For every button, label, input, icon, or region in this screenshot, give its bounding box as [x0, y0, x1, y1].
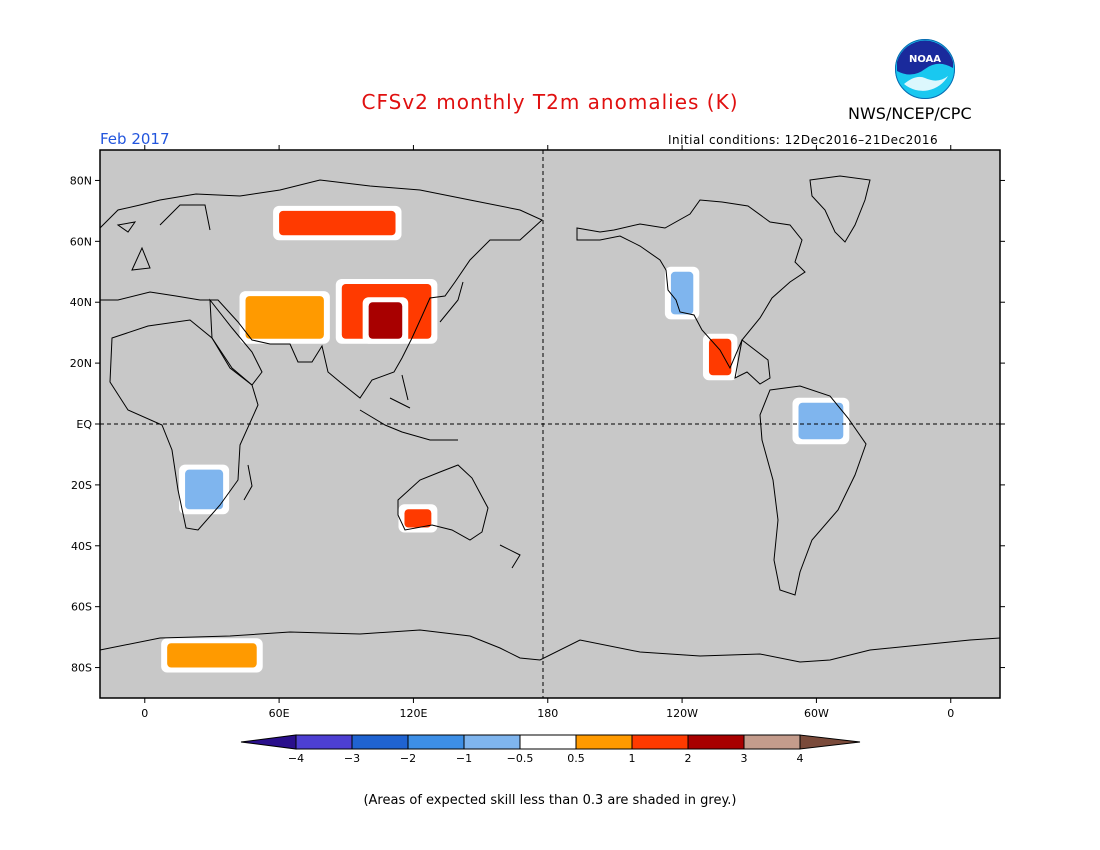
anomaly-patch [167, 643, 257, 668]
anomaly-patches [161, 205, 850, 673]
colorbar-swatch [463, 734, 521, 750]
lat-tick-label: 40S [71, 540, 92, 553]
footnote: (Areas of expected skill less than 0.3 a… [363, 793, 737, 808]
lat-tick-label: 20N [70, 357, 92, 370]
colorbar-label: −1 [456, 752, 472, 765]
colorbar-label: −3 [344, 752, 360, 765]
anomaly-patch [404, 509, 432, 528]
lon-tick-label: 0 [141, 707, 148, 720]
colorbar-swatch [575, 734, 633, 750]
colorbar-swatch [407, 734, 465, 750]
lat-tick-label: 60N [70, 235, 92, 248]
anomaly-patch [368, 302, 403, 339]
colorbar-high-arrow [799, 734, 861, 750]
colorbar-swatch [687, 734, 745, 750]
colorbar-label: −0.5 [507, 752, 534, 765]
colorbar-label: 4 [797, 752, 804, 765]
colorbar-label: −4 [288, 752, 304, 765]
lat-tick-label: EQ [76, 418, 92, 431]
lon-tick-label: 180 [537, 707, 558, 720]
colorbar-swatch [351, 734, 409, 750]
chart-title: CFSv2 monthly T2m anomalies (K) [361, 90, 739, 114]
anomaly-patch [245, 296, 324, 339]
anomaly-patch [279, 210, 396, 236]
anomaly-patch [670, 271, 694, 315]
coastlines [99, 175, 1001, 663]
colorbar-low-arrow [240, 734, 297, 750]
colorbar-label: −2 [400, 752, 416, 765]
lon-tick-label: 120E [399, 707, 427, 720]
colorbar-swatch [295, 734, 353, 750]
anomaly-patch [708, 338, 732, 376]
anomaly-patch [185, 469, 224, 510]
valid-month: Feb 2017 [100, 130, 170, 148]
colorbar-swatch [519, 734, 577, 750]
colorbar-label: 0.5 [567, 752, 585, 765]
lat-tick-label: 40N [70, 296, 92, 309]
lon-tick-label: 0 [947, 707, 954, 720]
lat-tick-label: 20S [71, 479, 92, 492]
agency-label: NWS/NCEP/CPC [848, 104, 972, 123]
lon-tick-label: 60W [804, 707, 829, 720]
colorbar-swatch [631, 734, 689, 750]
colorbar-label: 1 [629, 752, 636, 765]
lat-tick-label: 80S [71, 662, 92, 675]
colorbar-label: 2 [685, 752, 692, 765]
anomaly-patch [798, 402, 844, 440]
initial-conditions: Initial conditions: 12Dec2016–21Dec2016 [668, 133, 939, 147]
lon-tick-label: 60E [269, 707, 290, 720]
lat-tick-label: 80N [70, 174, 92, 187]
lat-tick-label: 60S [71, 601, 92, 614]
axis-ticks: 80N 60N 40N 20N EQ 20S 40S 60S 80S 0 60E 120E 180 120… [70, 145, 1005, 720]
lon-tick-label: 120W [666, 707, 698, 720]
noaa-logo: NOAA [895, 39, 955, 99]
colorbar-label: 3 [741, 752, 748, 765]
noaa-logo-text: NOAA [909, 54, 941, 65]
colorbar-swatch [743, 734, 801, 750]
